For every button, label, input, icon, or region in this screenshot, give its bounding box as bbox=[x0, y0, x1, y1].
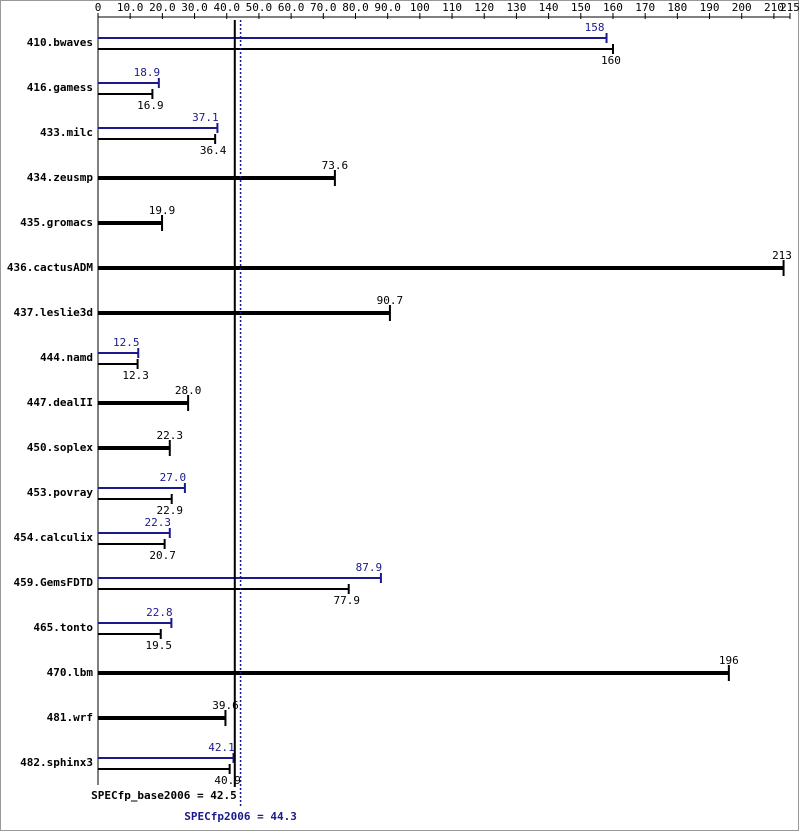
x-tick-label: 190 bbox=[700, 1, 720, 14]
category-label: 453.povray bbox=[27, 486, 94, 499]
value-label: 196 bbox=[719, 654, 739, 667]
value-label: 36.4 bbox=[200, 144, 227, 157]
value-label: 28.0 bbox=[175, 384, 202, 397]
category-label: 470.lbm bbox=[47, 666, 94, 679]
x-tick-label: 140 bbox=[539, 1, 559, 14]
value-label: 12.3 bbox=[122, 369, 149, 382]
x-tick-label: 150 bbox=[571, 1, 591, 14]
category-label: 450.soplex bbox=[27, 441, 94, 454]
value-label: 37.1 bbox=[192, 111, 219, 124]
x-tick-label: 80.0 bbox=[342, 1, 369, 14]
x-tick-label: 160 bbox=[603, 1, 623, 14]
value-label: 22.3 bbox=[145, 516, 172, 529]
x-tick-label: 70.0 bbox=[310, 1, 337, 14]
x-tick-label: 130 bbox=[506, 1, 526, 14]
value-label: 40.9 bbox=[214, 774, 241, 787]
x-tick-label: 210 bbox=[764, 1, 784, 14]
x-tick-label: 30.0 bbox=[181, 1, 208, 14]
x-tick-label: 60.0 bbox=[278, 1, 305, 14]
x-tick-label: 20.0 bbox=[149, 1, 176, 14]
value-label: 19.9 bbox=[149, 204, 176, 217]
value-label: 22.8 bbox=[146, 606, 173, 619]
category-label: 416.gamess bbox=[27, 81, 93, 94]
x-tick-label: 120 bbox=[474, 1, 494, 14]
x-tick-label: 50.0 bbox=[246, 1, 273, 14]
x-tick-label: 215 bbox=[780, 1, 799, 14]
x-tick-label: 200 bbox=[732, 1, 752, 14]
category-label: 447.dealII bbox=[27, 396, 93, 409]
x-tick-label: 10.0 bbox=[117, 1, 144, 14]
value-label: 22.9 bbox=[156, 504, 183, 517]
value-label: 39.6 bbox=[212, 699, 239, 712]
category-label: 435.gromacs bbox=[20, 216, 93, 229]
x-tick-label: 100 bbox=[410, 1, 430, 14]
reference-label: SPECfp2006 = 44.3 bbox=[184, 810, 297, 823]
x-tick-label: 0 bbox=[95, 1, 102, 14]
category-label: 434.zeusmp bbox=[27, 171, 94, 184]
category-label: 444.namd bbox=[40, 351, 93, 364]
x-tick-label: 110 bbox=[442, 1, 462, 14]
value-label: 22.3 bbox=[157, 429, 184, 442]
category-label: 410.bwaves bbox=[27, 36, 93, 49]
value-label: 16.9 bbox=[137, 99, 164, 112]
category-label: 436.cactusADM bbox=[7, 261, 93, 274]
value-label: 213 bbox=[772, 249, 792, 262]
category-label: 459.GemsFDTD bbox=[14, 576, 94, 589]
value-label: 90.7 bbox=[377, 294, 404, 307]
value-label: 19.5 bbox=[146, 639, 173, 652]
category-label: 437.leslie3d bbox=[14, 306, 93, 319]
value-label: 158 bbox=[585, 21, 605, 34]
value-label: 77.9 bbox=[333, 594, 360, 607]
value-label: 20.7 bbox=[149, 549, 176, 562]
category-label: 481.wrf bbox=[47, 711, 93, 724]
category-label: 454.calculix bbox=[14, 531, 94, 544]
value-label: 27.0 bbox=[160, 471, 187, 484]
x-tick-label: 40.0 bbox=[213, 1, 240, 14]
value-label: 73.6 bbox=[322, 159, 349, 172]
value-label: 42.1 bbox=[208, 741, 235, 754]
x-tick-label: 90.0 bbox=[374, 1, 401, 14]
value-label: 87.9 bbox=[356, 561, 383, 574]
category-label: 482.sphinx3 bbox=[20, 756, 93, 769]
value-label: 18.9 bbox=[134, 66, 161, 79]
category-label: 433.milc bbox=[40, 126, 93, 139]
x-tick-label: 180 bbox=[667, 1, 687, 14]
value-label: 160 bbox=[601, 54, 621, 67]
reference-label: SPECfp_base2006 = 42.5 bbox=[91, 789, 237, 802]
x-tick-label: 170 bbox=[635, 1, 655, 14]
category-label: 465.tonto bbox=[33, 621, 93, 634]
value-label: 12.5 bbox=[113, 336, 140, 349]
